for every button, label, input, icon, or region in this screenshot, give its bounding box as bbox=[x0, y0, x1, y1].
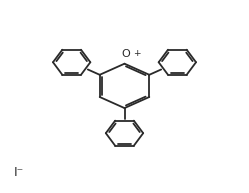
Text: I⁻: I⁻ bbox=[14, 166, 24, 179]
Text: +: + bbox=[133, 49, 140, 58]
Text: O: O bbox=[121, 49, 130, 59]
